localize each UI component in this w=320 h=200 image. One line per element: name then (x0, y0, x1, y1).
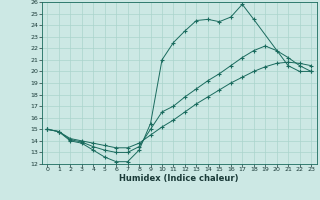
X-axis label: Humidex (Indice chaleur): Humidex (Indice chaleur) (119, 174, 239, 183)
